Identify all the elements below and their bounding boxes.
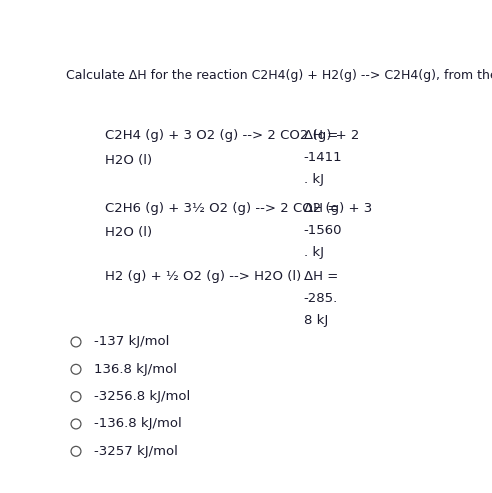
Text: 8 kJ: 8 kJ bbox=[304, 314, 328, 327]
Text: . kJ: . kJ bbox=[304, 246, 324, 258]
Text: -3256.8 kJ/mol: -3256.8 kJ/mol bbox=[94, 390, 190, 403]
Text: -1560: -1560 bbox=[304, 223, 342, 237]
Text: 136.8 kJ/mol: 136.8 kJ/mol bbox=[94, 363, 177, 376]
Text: ΔH =: ΔH = bbox=[304, 129, 338, 142]
Text: -285.: -285. bbox=[304, 292, 338, 305]
Text: ΔH =: ΔH = bbox=[304, 270, 338, 283]
Text: H2O (l): H2O (l) bbox=[105, 154, 153, 167]
Text: ΔH =: ΔH = bbox=[304, 202, 338, 214]
Text: H2 (g) + ½ O2 (g) --> H2O (l): H2 (g) + ½ O2 (g) --> H2O (l) bbox=[105, 270, 302, 283]
Text: -136.8 kJ/mol: -136.8 kJ/mol bbox=[94, 418, 182, 430]
Text: C2H6 (g) + 3½ O2 (g) --> 2 CO2 (g) + 3: C2H6 (g) + 3½ O2 (g) --> 2 CO2 (g) + 3 bbox=[105, 202, 372, 214]
Text: H2O (l): H2O (l) bbox=[105, 226, 153, 239]
Text: -1411: -1411 bbox=[304, 151, 342, 164]
Text: -137 kJ/mol: -137 kJ/mol bbox=[94, 335, 169, 349]
Text: -3257 kJ/mol: -3257 kJ/mol bbox=[94, 445, 178, 458]
Text: C2H4 (g) + 3 O2 (g) --> 2 CO2 (g) + 2: C2H4 (g) + 3 O2 (g) --> 2 CO2 (g) + 2 bbox=[105, 129, 360, 142]
Text: . kJ: . kJ bbox=[304, 174, 324, 186]
Text: Calculate ΔH for the reaction C2H4(g) + H2(g) --> C2H4(g), from the following da: Calculate ΔH for the reaction C2H4(g) + … bbox=[66, 69, 492, 82]
